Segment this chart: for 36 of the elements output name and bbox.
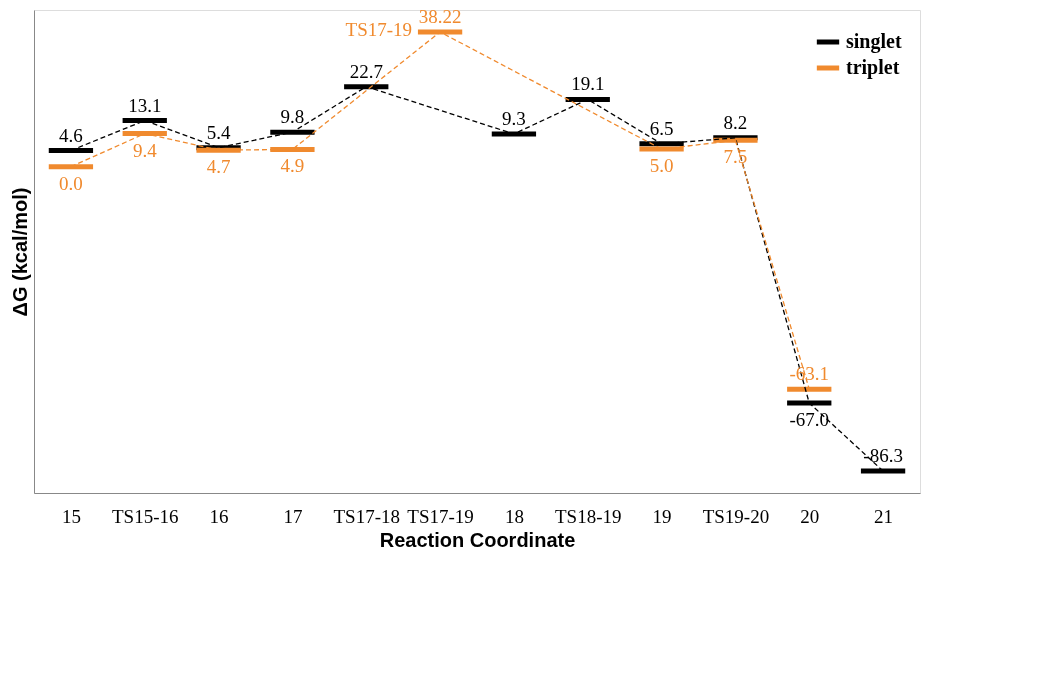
x-tick-label: TS17-19 [407,505,474,527]
data-label: 9.8 [280,106,305,128]
data-label: 38.22 [418,5,462,27]
legend-label: singlet [846,30,902,53]
x-tick-label: TS15-16 [112,505,179,527]
data-label: 9.3 [502,107,526,129]
x-axis-title: Reaction Coordinate [379,528,576,551]
data-label: 22.7 [349,60,383,82]
x-tick-label: TS17-18 [333,505,400,527]
x-tick-label: TS18-19 [555,505,622,527]
data-label: 13.1 [128,94,162,116]
data-label: 4.7 [206,156,231,178]
data-label: 0.0 [59,172,83,194]
x-tick-label: 21 [874,505,894,527]
x-tick-label: 19 [652,505,672,527]
data-label: 4.9 [280,155,305,177]
data-label: -67.0 [789,408,830,430]
x-tick-label: TS19-20 [702,505,770,527]
data-label: 6.5 [649,117,674,139]
data-label: -63.1 [789,363,830,385]
data-label: 7.5 [723,146,748,168]
data-label: 5.0 [649,155,674,177]
data-label: 8.2 [723,111,748,133]
x-tick-label: 16 [209,505,229,527]
x-tick-label: 17 [283,505,303,527]
legend-label: triplet [846,56,900,79]
data-label: 5.4 [206,121,231,143]
y-axis-title: ΔG (kcal/mol) [8,187,31,317]
x-tick-label: 18 [504,505,524,527]
annotation: TS17-19 [345,18,413,40]
data-label: 4.6 [59,124,83,146]
x-tick-label: 20 [800,505,820,527]
data-label: 9.4 [132,139,158,161]
x-tick-label: 15 [61,505,81,527]
data-label: -86.3 [863,445,903,467]
data-label: 19.1 [571,73,605,95]
